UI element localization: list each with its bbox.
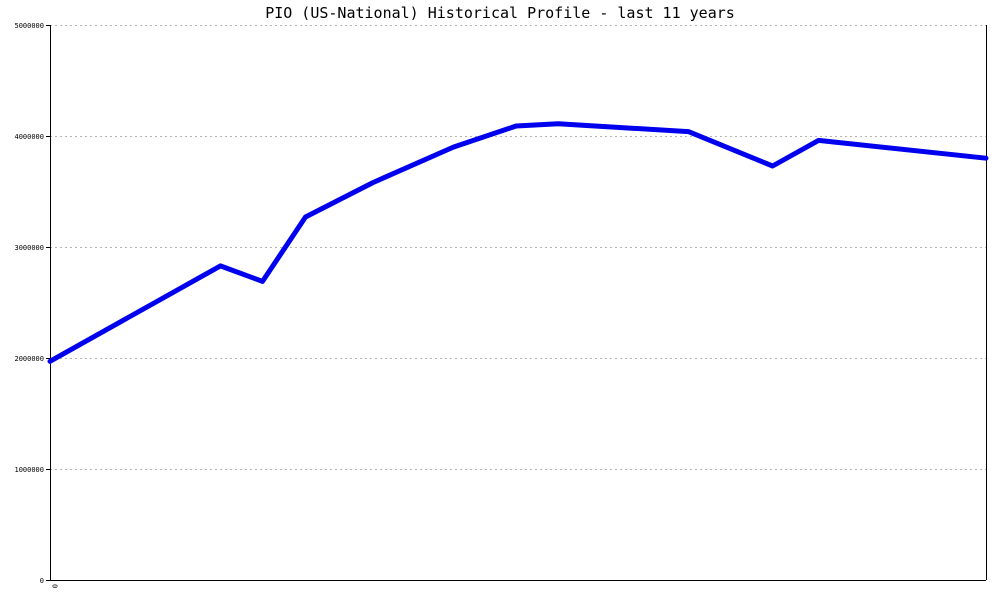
y-tick-label: 0 [40, 577, 44, 585]
y-tick-label: 5000000 [14, 22, 44, 30]
y-tick-label: 1000000 [14, 466, 44, 474]
y-tick-label: 2000000 [14, 355, 44, 363]
axes [50, 25, 987, 581]
y-tick-label: 3000000 [14, 244, 44, 252]
chart-title: PIO (US-National) Historical Profile - l… [265, 4, 735, 22]
series-layer [47, 121, 989, 364]
x-tick-label: 0 [51, 584, 59, 588]
series-line [47, 121, 989, 364]
y-axis-ticks: 0 1000000 2000000 3000000 4000000 5000000 [14, 22, 50, 585]
grid-lines [50, 25, 986, 470]
y-tick-label: 4000000 [14, 133, 44, 141]
x-axis-ticks: 0 [51, 584, 59, 588]
